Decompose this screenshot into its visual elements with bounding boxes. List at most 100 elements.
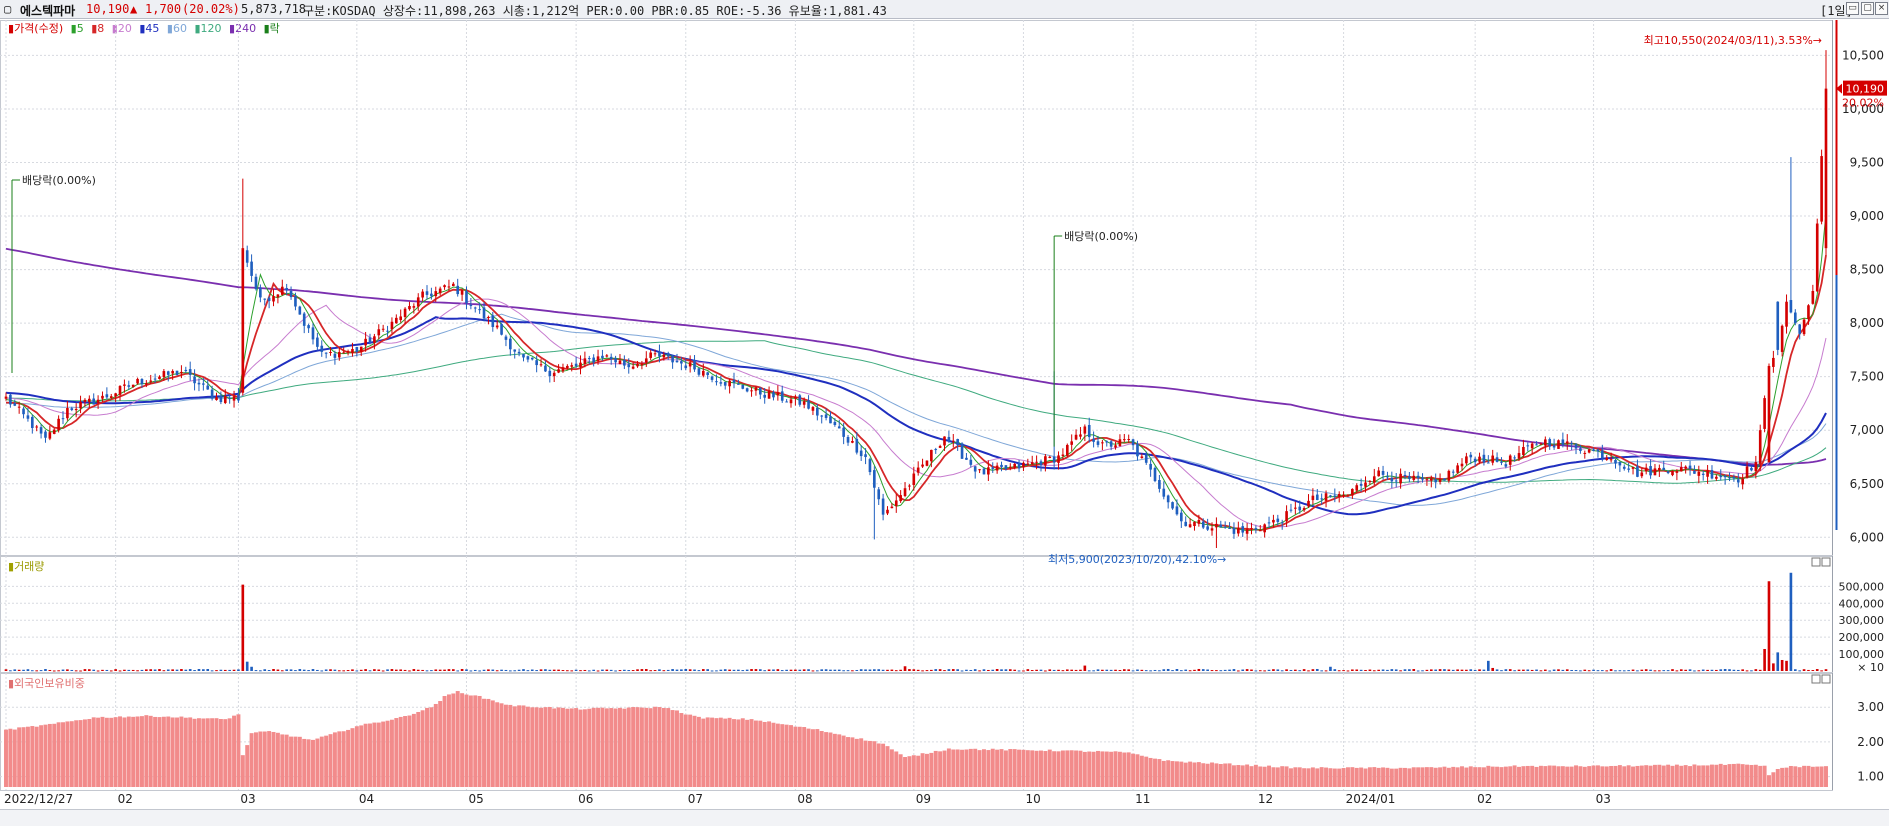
volume-bar <box>1131 670 1135 672</box>
foreign-ratio-bar <box>394 718 399 787</box>
price-candle <box>316 337 319 347</box>
price-candle <box>70 408 74 411</box>
foreign-ratio-bar <box>1547 765 1552 787</box>
volume-bar <box>57 670 60 672</box>
foreign-ratio-bar <box>960 749 965 787</box>
x-tick-label: 02 <box>1477 792 1492 806</box>
volume-bar <box>460 668 464 671</box>
foreign-ratio-bar <box>1609 765 1614 787</box>
foreign-ratio-bar <box>1819 766 1824 787</box>
volume-bar <box>373 669 376 671</box>
foreign-ratio-bar <box>683 714 688 787</box>
volume-bar <box>640 669 644 671</box>
minimize-button[interactable]: ▭ <box>1846 2 1859 15</box>
volume-bar <box>61 669 65 671</box>
foreign-ratio-bar <box>1701 765 1706 787</box>
foreign-ratio-bar <box>306 739 311 787</box>
foreign-ratio-bar <box>214 718 219 787</box>
price-candle <box>381 328 385 330</box>
panel-max-button[interactable] <box>1811 557 1821 567</box>
volume-bar <box>1579 670 1582 672</box>
volume-bar <box>780 670 784 672</box>
volume-bar <box>1333 669 1337 671</box>
price-candle <box>1272 519 1275 523</box>
foreign-ratio-bar <box>1626 765 1631 787</box>
price-candle <box>1412 475 1416 480</box>
foreign-ratio-bar <box>135 716 140 787</box>
price-candle <box>202 383 205 385</box>
volume-bar <box>1118 669 1122 671</box>
volume-bar <box>956 669 959 671</box>
close-button[interactable]: × <box>1875 2 1888 15</box>
foreign-ratio-bar <box>1157 759 1162 787</box>
last-price-pct-label: 20.02% <box>1842 97 1884 110</box>
foreign-ratio-bar <box>740 718 745 787</box>
price-candle <box>509 338 512 350</box>
foreign-ratio-bar <box>920 753 925 787</box>
volume-bar <box>697 670 701 672</box>
volume-bar <box>1486 660 1490 671</box>
foreign-ratio-bar <box>1806 765 1811 787</box>
foreign-ratio-bar <box>52 723 57 787</box>
foreign-ratio-bar <box>1258 766 1263 787</box>
volume-bar <box>245 661 249 671</box>
price-candle <box>1329 495 1332 497</box>
foreign-ratio-bar <box>1117 751 1122 787</box>
price-candle <box>285 287 288 291</box>
volume-bar <box>1175 669 1179 671</box>
foreign-ratio-bar <box>1552 765 1557 787</box>
foreign-ratio-bar <box>122 717 127 787</box>
volume-bar <box>916 669 920 671</box>
foreign-ratio-bar <box>1455 767 1460 787</box>
price-candle <box>166 371 170 375</box>
foreign-ratio-bar <box>574 708 579 787</box>
foreign-ratio-bar <box>337 731 342 787</box>
price-candle <box>583 358 587 365</box>
panel-close-button[interactable] <box>1821 557 1831 567</box>
volume-bar <box>1193 669 1196 671</box>
volume-bar <box>1535 669 1538 671</box>
foreign-ratio-bar <box>1499 767 1504 787</box>
foreign-ratio-bar <box>714 718 719 787</box>
volume-bar <box>223 669 227 671</box>
volume-bar <box>412 669 416 671</box>
volume-bar <box>452 669 455 671</box>
volume-bar <box>1622 670 1626 672</box>
price-candle <box>92 398 96 405</box>
foreign-ratio-bar <box>1753 764 1758 787</box>
price-candle <box>899 495 902 502</box>
volume-bar <box>1675 670 1679 672</box>
price-candle <box>1026 463 1030 465</box>
price-candle <box>1285 511 1288 522</box>
panel-close-button[interactable] <box>1821 674 1831 684</box>
volume-bar <box>666 669 670 671</box>
panel-max-button[interactable] <box>1811 674 1821 684</box>
volume-bar <box>1495 669 1499 671</box>
horizontal-scrollbar[interactable] <box>0 809 1889 826</box>
foreign-ratio-bar <box>1183 762 1188 787</box>
foreign-ratio-bar <box>1644 765 1649 787</box>
volume-bar <box>465 669 468 671</box>
price-candle <box>171 371 174 374</box>
price-candle <box>1096 441 1100 445</box>
price-candle <box>1820 156 1823 222</box>
foreign-ratio-bar <box>1810 766 1815 787</box>
price-candle <box>973 466 977 472</box>
volume-tick-label: 200,000 <box>1839 631 1885 644</box>
price-candle <box>715 381 718 383</box>
foreign-ratio-bar <box>17 727 22 787</box>
x-tick-label: 08 <box>797 792 812 806</box>
volume-bar <box>627 670 631 672</box>
volume-bar <box>1408 669 1411 671</box>
price-candle <box>1679 467 1683 472</box>
foreign-ratio-bar <box>8 728 13 787</box>
foreign-ratio-bar <box>332 732 337 787</box>
foreign-ratio-bar <box>389 719 394 787</box>
volume-bar <box>1574 670 1578 672</box>
volume-bar <box>991 669 995 671</box>
price-candle <box>272 296 275 302</box>
period-button[interactable]: [1일] <box>1820 4 1853 18</box>
price-candle <box>1022 462 1025 468</box>
foreign-ratio-bar <box>1635 765 1640 787</box>
restore-button[interactable]: ▢ <box>1861 2 1874 15</box>
